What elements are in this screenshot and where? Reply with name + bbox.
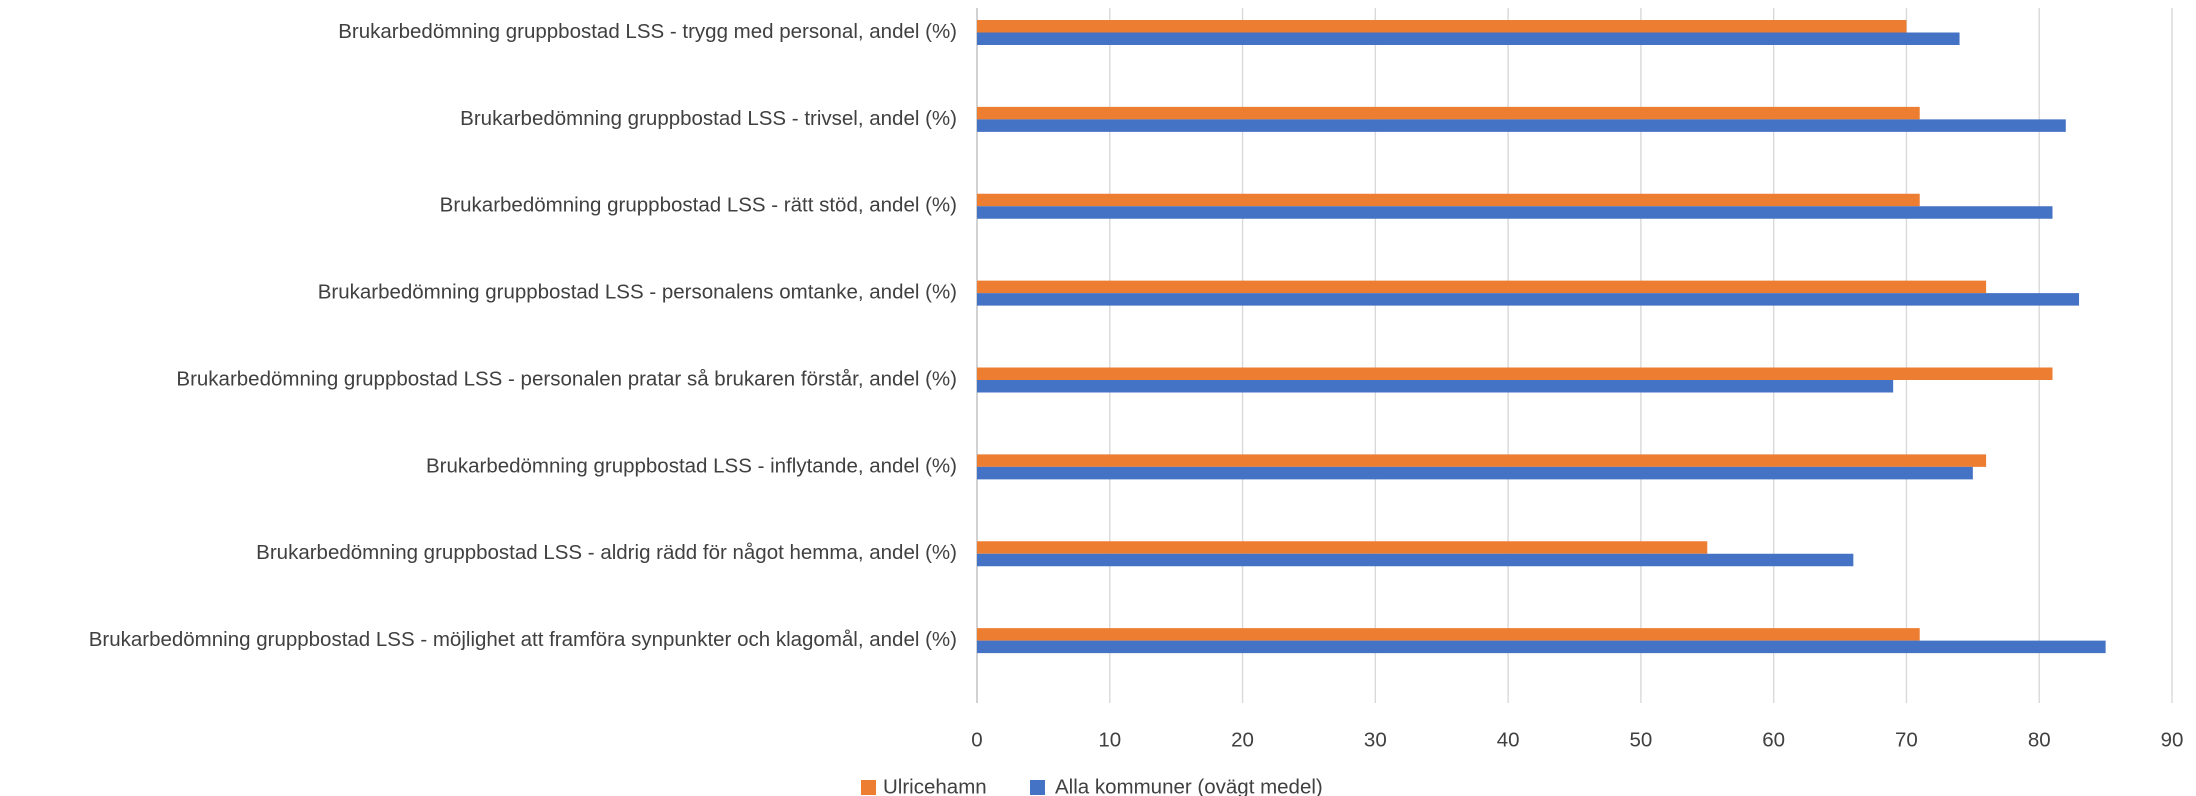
x-tick-label: 30 xyxy=(1364,728,1387,751)
category-label: Brukarbedömning gruppbostad LSS - person… xyxy=(318,281,957,304)
x-tick-label: 80 xyxy=(2028,728,2051,751)
x-tick-label: 50 xyxy=(1629,728,1652,751)
x-tick-label: 10 xyxy=(1098,728,1121,751)
bar-ulricehamn xyxy=(977,628,1920,641)
bar-ulricehamn xyxy=(977,541,1708,554)
category-label: Brukarbedömning gruppbostad LSS - person… xyxy=(176,367,957,390)
bar-alla-kommuner xyxy=(977,466,1973,480)
bar-ulricehamn xyxy=(977,106,1920,120)
legend-swatch-alla-kommuner xyxy=(1030,780,1045,795)
bar-alla-kommuner xyxy=(977,206,2053,219)
category-label: Brukarbedömning gruppbostad LSS - rätt s… xyxy=(440,194,957,217)
bar-ulricehamn xyxy=(977,454,1987,467)
category-labels: Brukarbedömning gruppbostad LSS - trygg … xyxy=(89,20,957,651)
category-label: Brukarbedömning gruppbostad LSS - inflyt… xyxy=(426,454,957,477)
legend-label-alla-kommuner: Alla kommuner (ovägt medel) xyxy=(1055,775,1323,796)
category-label: Brukarbedömning gruppbostad LSS - trivse… xyxy=(460,107,957,130)
bar-ulricehamn xyxy=(977,280,1987,294)
category-label: Brukarbedömning gruppbostad LSS - trygg … xyxy=(338,20,957,43)
bar-alla-kommuner xyxy=(977,553,1854,567)
x-tick-label: 60 xyxy=(1762,728,1785,751)
x-tick-label: 70 xyxy=(1895,728,1918,751)
bar-alla-kommuner xyxy=(977,32,1960,45)
x-tick-label: 40 xyxy=(1497,728,1520,751)
bar-ulricehamn xyxy=(977,20,1907,33)
bar-alla-kommuner xyxy=(977,119,2066,132)
bar-ulricehamn xyxy=(977,367,2053,380)
bars xyxy=(977,20,2106,654)
x-tick-label: 90 xyxy=(2161,728,2184,751)
legend: Ulricehamn Alla kommuner (ovägt medel) xyxy=(861,775,1323,796)
category-label: Brukarbedömning gruppbostad LSS - aldrig… xyxy=(256,541,957,564)
bar-alla-kommuner xyxy=(977,380,1894,393)
bar-alla-kommuner xyxy=(977,640,2106,654)
x-tick-label: 20 xyxy=(1231,728,1254,751)
legend-label-ulricehamn: Ulricehamn xyxy=(883,775,987,796)
legend-swatch-ulricehamn xyxy=(861,780,876,795)
bar-alla-kommuner xyxy=(977,293,2080,306)
category-label: Brukarbedömning gruppbostad LSS - möjlig… xyxy=(89,628,957,651)
x-tick-label: 0 xyxy=(971,728,982,751)
x-tick-labels: 0 10 20 30 40 50 60 70 80 90 xyxy=(971,728,2183,751)
bar-ulricehamn xyxy=(977,193,1920,207)
